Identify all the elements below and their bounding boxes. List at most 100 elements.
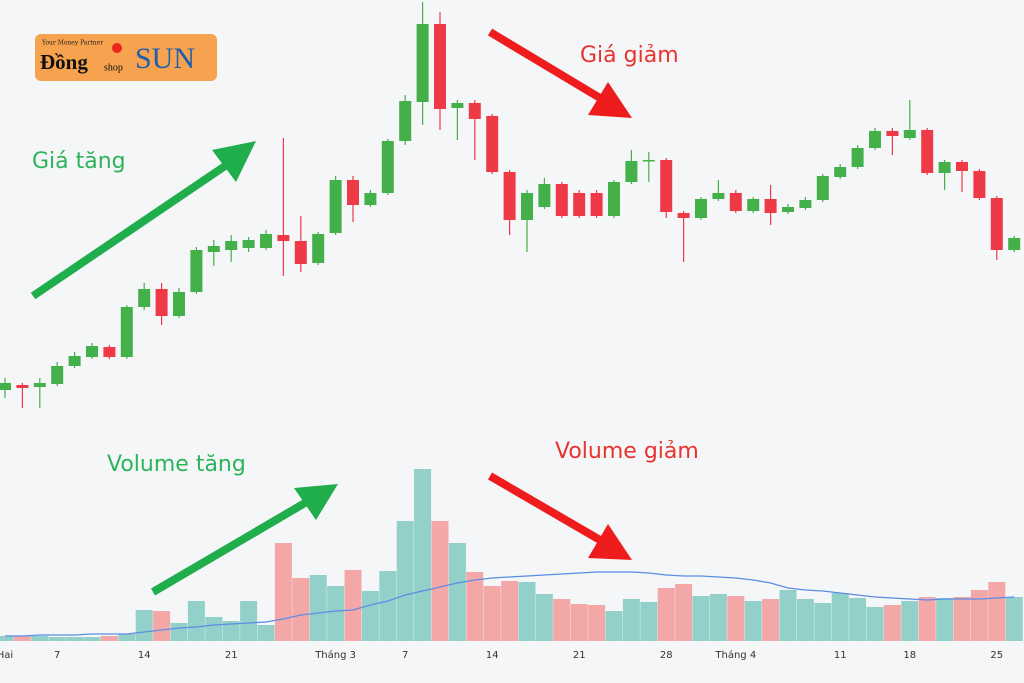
volume-bar xyxy=(501,581,519,641)
volume-bar xyxy=(13,636,31,641)
arrow-line xyxy=(487,28,603,102)
volume-bar xyxy=(605,611,623,641)
arrows xyxy=(30,28,632,596)
volume-bar xyxy=(570,604,588,641)
volume-bar xyxy=(187,601,205,641)
volume-bar xyxy=(883,605,901,641)
candle-body xyxy=(260,234,272,248)
candle-body xyxy=(207,246,220,252)
volume-bar xyxy=(31,636,49,641)
x-tick-label: 7 xyxy=(54,650,60,661)
volume-bar xyxy=(483,586,501,641)
volume-bar xyxy=(692,596,710,641)
volume-bar xyxy=(309,575,327,641)
x-tick-label: 18 xyxy=(903,650,916,661)
volume-bar xyxy=(796,599,814,641)
x-tick-label: 14 xyxy=(138,650,151,661)
candle-body xyxy=(712,193,725,199)
volume-bar xyxy=(970,590,988,641)
candle-body xyxy=(451,103,464,108)
volume-bar xyxy=(327,586,345,641)
candle-body xyxy=(608,182,620,216)
candle-body xyxy=(434,24,446,109)
logo-word: SUN xyxy=(135,42,195,75)
volume-bar xyxy=(396,521,414,641)
volume-bar xyxy=(588,605,606,641)
volume-bar xyxy=(640,602,658,641)
candle-body xyxy=(695,199,707,218)
volume-bar xyxy=(118,634,136,641)
candle-body xyxy=(381,141,394,193)
candle-body xyxy=(677,213,690,218)
candle-body xyxy=(468,103,481,119)
volume-bar xyxy=(414,469,432,641)
arrow-head xyxy=(212,141,256,182)
candle-body xyxy=(51,366,64,384)
volume-bar xyxy=(518,582,536,641)
volume-bar xyxy=(66,637,84,641)
logo-sun xyxy=(112,43,122,53)
logo-bg xyxy=(35,34,217,81)
volume-bar xyxy=(135,610,153,641)
candle-body xyxy=(294,241,307,264)
candle-body xyxy=(834,167,847,177)
x-tick-label: 21 xyxy=(573,650,586,661)
volume-bar xyxy=(709,594,727,641)
candle-body xyxy=(103,347,116,357)
candle-body xyxy=(764,199,777,213)
volume-bar xyxy=(257,625,275,641)
candle-body xyxy=(86,346,98,357)
annotation: Volume giảm xyxy=(555,439,699,464)
volume-bar xyxy=(814,603,832,641)
candle-body xyxy=(416,24,429,102)
x-tick-label: Hai xyxy=(0,650,13,661)
candle-body xyxy=(399,101,412,141)
volume-bar xyxy=(953,597,971,641)
volume-bar xyxy=(48,637,66,641)
x-tick-label: 11 xyxy=(834,650,847,661)
candle-body xyxy=(155,289,168,316)
volume-bar xyxy=(779,590,797,641)
candle-body xyxy=(538,184,551,207)
arrow-line xyxy=(150,496,313,596)
x-tick-label: 14 xyxy=(486,650,499,661)
volume-bar xyxy=(831,593,849,641)
logo: Your Money Partner Đồng shop SUN xyxy=(35,34,217,81)
candle-body xyxy=(329,180,342,233)
candle-body xyxy=(312,234,325,263)
volume-bar xyxy=(744,601,762,641)
x-tick-label: 21 xyxy=(225,650,238,661)
annotation: Volume tăng xyxy=(107,452,246,477)
volume-bar xyxy=(344,570,362,641)
candle-body xyxy=(782,207,794,212)
volume-bar xyxy=(205,617,223,641)
x-tick-label: 25 xyxy=(990,650,1003,661)
candle-body xyxy=(990,198,1003,250)
candle-body xyxy=(33,383,46,387)
volume-bar xyxy=(83,637,101,641)
candle-body xyxy=(590,193,603,216)
x-tick-label: Tháng 3 xyxy=(314,649,356,661)
arrow-head xyxy=(588,524,632,560)
candle-body xyxy=(729,193,742,211)
candle-body xyxy=(886,131,899,136)
candle-body xyxy=(190,250,203,292)
volume-bar xyxy=(866,607,884,641)
volume-bar xyxy=(988,582,1006,641)
volume-bar xyxy=(292,578,310,641)
candle-body xyxy=(277,235,290,241)
volume-bar xyxy=(466,572,484,641)
volume-bar xyxy=(535,594,553,641)
candle-body xyxy=(903,130,916,138)
candle-body xyxy=(973,171,986,198)
candle-body xyxy=(660,160,673,212)
candle-body xyxy=(642,160,655,162)
volume-bar xyxy=(901,601,919,641)
candle-body xyxy=(869,131,881,148)
candle-body xyxy=(938,162,951,173)
volume-bar xyxy=(361,591,379,641)
candle-body xyxy=(486,116,499,172)
volume-bar xyxy=(153,611,171,641)
logo-word: shop xyxy=(104,62,123,73)
annotation: Giá tăng xyxy=(32,149,126,174)
